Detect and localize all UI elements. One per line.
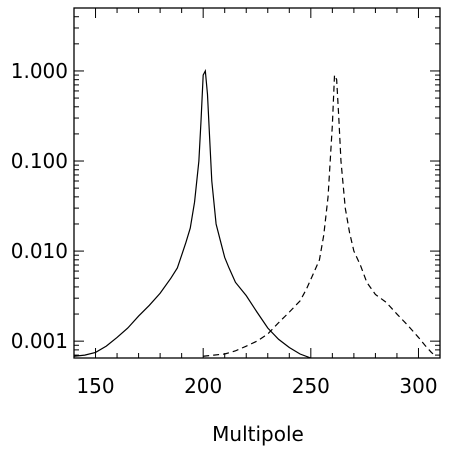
y-tick-label: 1.000 — [11, 59, 68, 83]
x-tick-label: 150 — [76, 374, 114, 398]
y-axis: 0.001 0.010 0.100 1.000 — [11, 7, 440, 356]
x-tick-label: 200 — [184, 374, 222, 398]
series-group — [74, 68, 437, 358]
x-tick-label: 300 — [399, 374, 437, 398]
y-tick-label: 0.100 — [11, 149, 68, 173]
dashed-series-line — [203, 74, 437, 357]
x-tick-label: 250 — [292, 374, 330, 398]
x-axis: 150 200 250 300 — [73, 8, 441, 398]
solid-series-line — [74, 68, 312, 358]
y-tick-label: 0.010 — [11, 239, 68, 263]
plot-frame-rect — [73, 7, 441, 359]
x-axis-label: Multipole — [212, 422, 304, 446]
plot-frame — [73, 7, 441, 359]
y-tick-label: 0.001 — [11, 329, 68, 353]
